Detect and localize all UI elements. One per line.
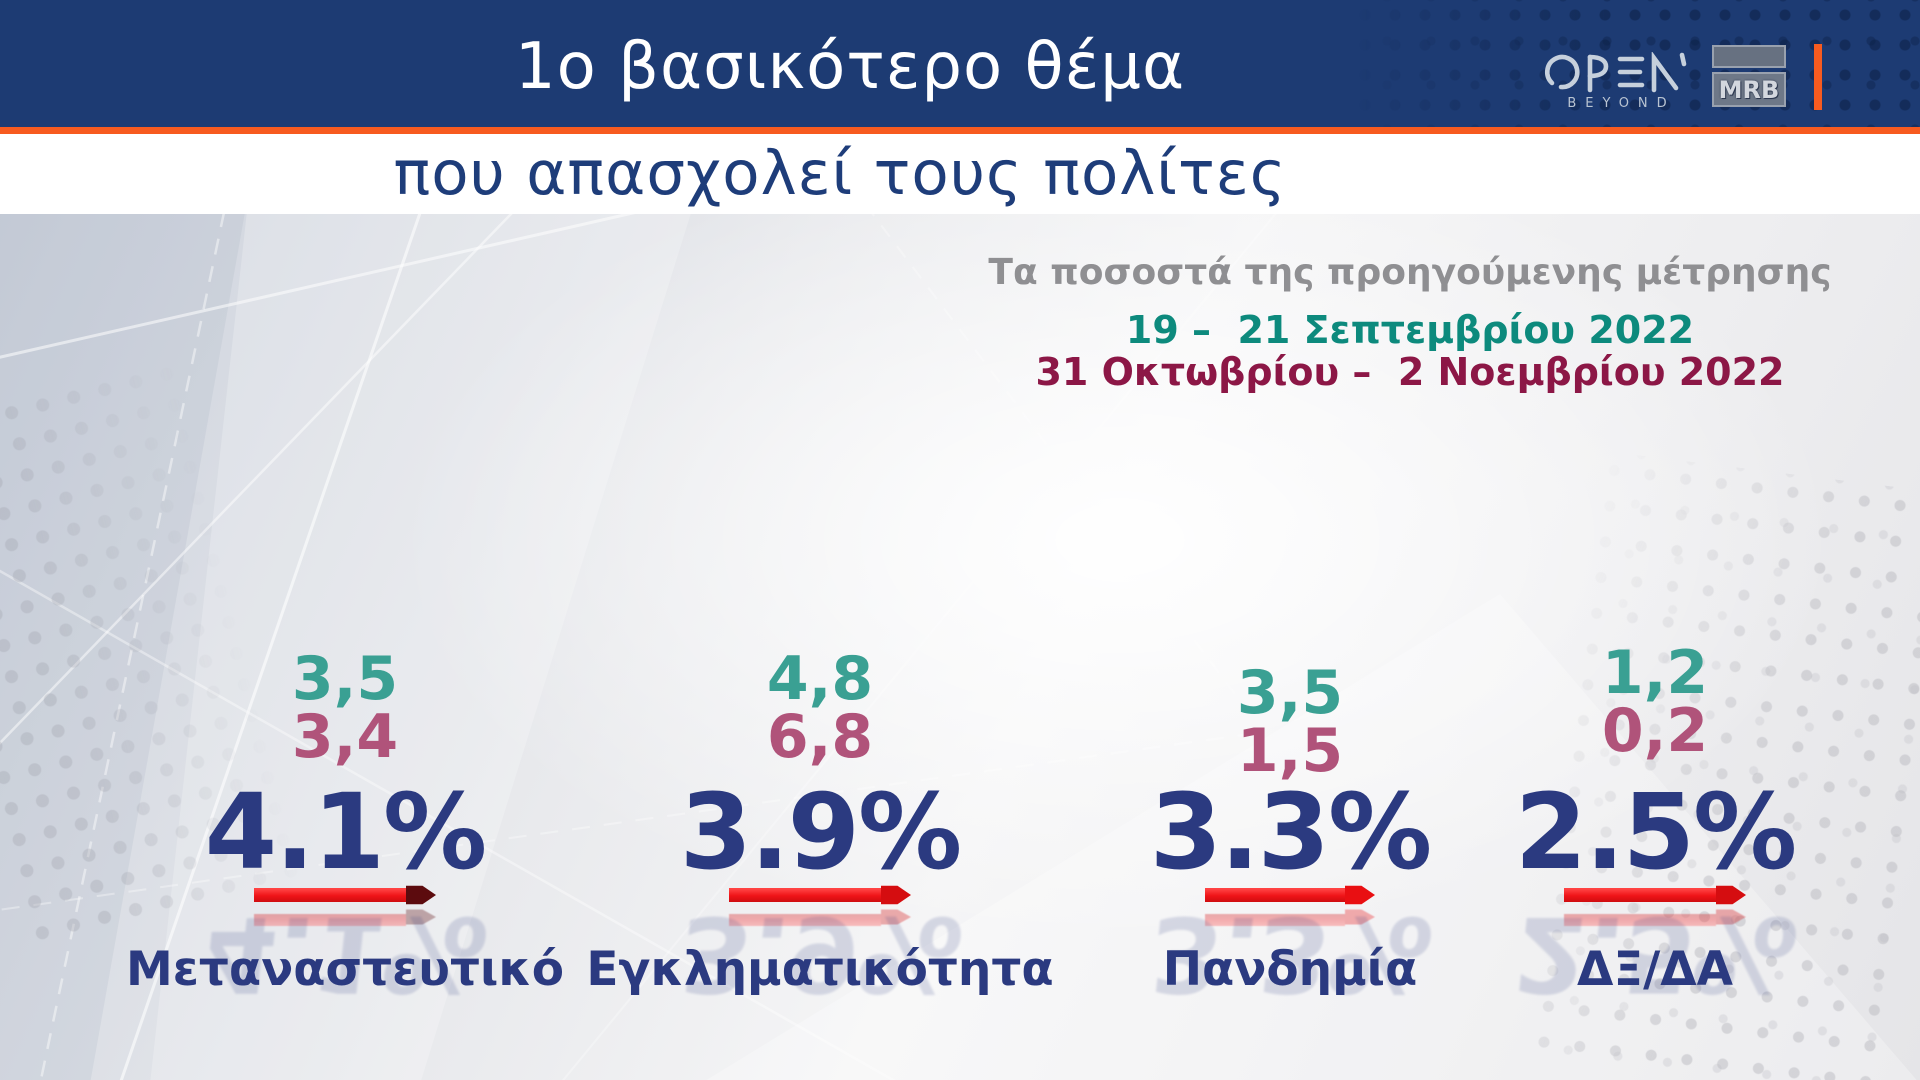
category-label: Μεταναστευτικό — [125, 942, 564, 997]
subtitle-band — [0, 134, 1920, 214]
category-label: Πανδημία — [1162, 942, 1418, 997]
prev-value-rose: 3,4 — [291, 702, 399, 772]
prev-value-teal: 1,2 — [1601, 638, 1709, 708]
page-title-line2: που απασχολεί τους πολίτες — [393, 138, 1287, 209]
red-arrow — [105, 884, 585, 906]
orange-divider — [0, 127, 1920, 134]
category-column-immigration: 3,5 3,4 4.1% 4.1% Μεταναστευτικό — [105, 632, 585, 1015]
mrb-logo: MRB — [1712, 45, 1786, 107]
period-october-november: 31 Οκτωβρίου – 2 Νοεμβρίου 2022 — [1035, 350, 1785, 394]
category-label: Εγκληματικότητα — [586, 942, 1054, 997]
red-arrow — [1415, 884, 1895, 906]
open-logo-beyond-text: BEYOND — [1567, 96, 1676, 111]
previous-measurement-note: Τα ποσοστά της προηγούμενης μέτρησης — [988, 252, 1832, 293]
current-value: 2.5% — [1514, 771, 1797, 893]
period-september: 19 – 21 Σεπτεμβρίου 2022 — [1125, 308, 1695, 352]
prev-value-teal: 4,8 — [766, 644, 874, 714]
prev-value-rose: 0,2 — [1601, 696, 1709, 766]
category-column-dk-na: 1,2 0,2 2.5% 2.5% ΔΞ/ΔΑ — [1415, 632, 1895, 1015]
arrow-head — [1716, 885, 1746, 905]
current-value: 3.9% — [679, 771, 962, 893]
arrow-head — [881, 885, 911, 905]
mrb-logo-top-box — [1712, 45, 1786, 68]
prev-value-teal: 3,5 — [1236, 658, 1344, 728]
previous-measurement-block: Τα ποσοστά της προηγούμενης μέτρησης 19 … — [880, 252, 1920, 393]
category-column-pandemic: 3,5 1,5 3.3% 3.3% Πανδημία — [1050, 632, 1530, 1015]
category-label: ΔΞ/ΔΑ — [1577, 942, 1733, 997]
mrb-logo-bottom-box: MRB — [1712, 72, 1786, 107]
red-arrow — [1050, 884, 1530, 906]
orange-accent-bar — [1814, 44, 1822, 110]
current-value: 3.3% — [1149, 771, 1432, 893]
prev-value-rose: 6,8 — [766, 702, 874, 772]
prev-value-teal: 3,5 — [291, 644, 399, 714]
prev-value-rose: 1,5 — [1236, 716, 1344, 786]
arrow-head — [406, 885, 436, 905]
open-tv-logo — [1544, 52, 1687, 93]
category-column-crime: 4,8 6,8 3.9% 3.9% Εγκληματικότητα — [580, 632, 1060, 1015]
header-bar — [0, 0, 1920, 127]
arrow-head — [1345, 885, 1375, 905]
current-value: 4.1% — [204, 771, 487, 893]
red-arrow — [580, 884, 1060, 906]
header-dot-pattern — [1350, 0, 1920, 127]
page-title-line1: 1ο βασικότερο θέμα — [514, 30, 1186, 104]
mrb-logo-text: MRB — [1718, 75, 1780, 104]
